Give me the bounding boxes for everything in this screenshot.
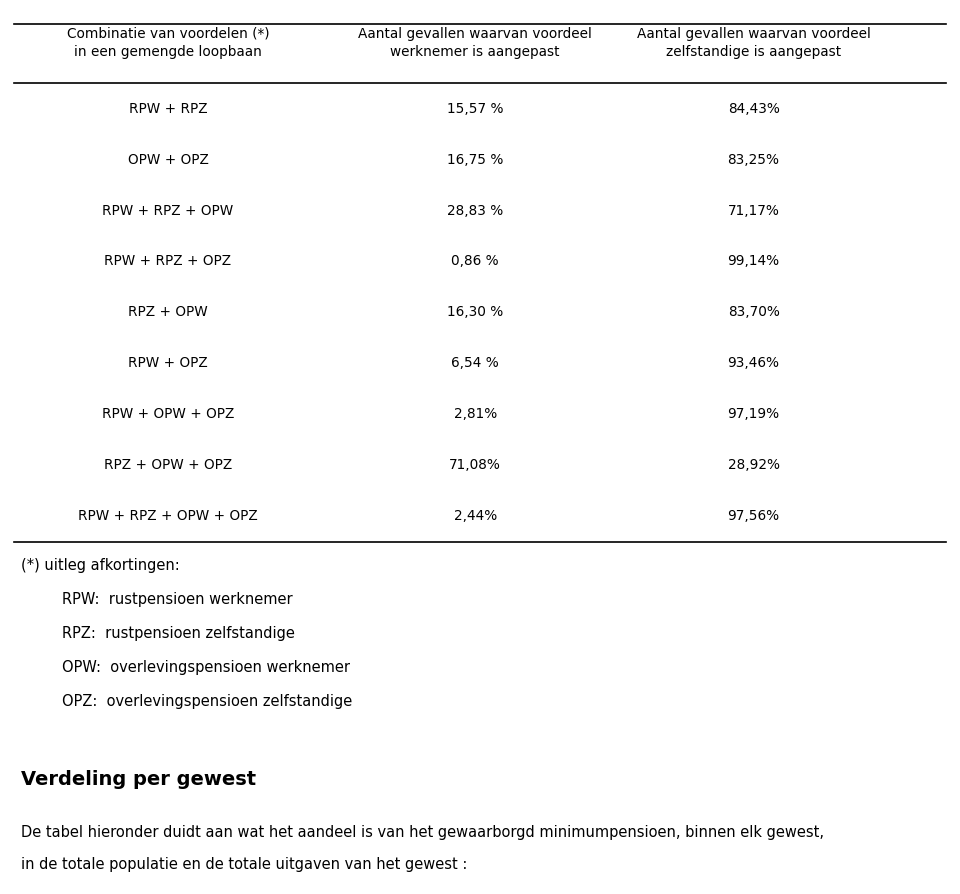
- Text: RPW:  rustpensioen werknemer: RPW: rustpensioen werknemer: [62, 592, 293, 607]
- Text: RPW + RPZ: RPW + RPZ: [129, 102, 207, 115]
- Text: 2,44%: 2,44%: [453, 510, 497, 523]
- Text: 16,75 %: 16,75 %: [447, 153, 503, 166]
- Text: (*) uitleg afkortingen:: (*) uitleg afkortingen:: [21, 558, 180, 573]
- Text: OPW + OPZ: OPW + OPZ: [128, 153, 208, 166]
- Text: RPW + OPW + OPZ: RPW + OPW + OPZ: [102, 408, 234, 421]
- Text: 6,54 %: 6,54 %: [451, 357, 499, 370]
- Text: RPZ + OPW + OPZ: RPZ + OPW + OPZ: [104, 459, 232, 472]
- Text: 83,70%: 83,70%: [728, 306, 780, 319]
- Text: 97,19%: 97,19%: [728, 408, 780, 421]
- Text: OPW:  overlevingspensioen werknemer: OPW: overlevingspensioen werknemer: [62, 660, 350, 675]
- Text: RPZ:  rustpensioen zelfstandige: RPZ: rustpensioen zelfstandige: [62, 626, 296, 641]
- Text: 84,43%: 84,43%: [728, 102, 780, 115]
- Text: Combinatie van voordelen (*)
in een gemengde loopbaan: Combinatie van voordelen (*) in een geme…: [66, 27, 270, 59]
- Text: RPW + RPZ + OPW + OPZ: RPW + RPZ + OPW + OPZ: [78, 510, 258, 523]
- Text: Aantal gevallen waarvan voordeel
zelfstandige is aangepast: Aantal gevallen waarvan voordeel zelfsta…: [636, 27, 871, 59]
- Text: 93,46%: 93,46%: [728, 357, 780, 370]
- Text: 28,92%: 28,92%: [728, 459, 780, 472]
- Text: 99,14%: 99,14%: [728, 255, 780, 268]
- Text: 28,83 %: 28,83 %: [447, 204, 503, 217]
- Text: 97,56%: 97,56%: [728, 510, 780, 523]
- Text: in de totale populatie en de totale uitgaven van het gewest :: in de totale populatie en de totale uitg…: [21, 857, 468, 873]
- Text: Verdeling per gewest: Verdeling per gewest: [21, 770, 256, 789]
- Text: RPW + RPZ + OPW: RPW + RPZ + OPW: [103, 204, 233, 217]
- Text: OPZ:  overlevingspensioen zelfstandige: OPZ: overlevingspensioen zelfstandige: [62, 694, 352, 709]
- Text: 83,25%: 83,25%: [728, 153, 780, 166]
- Text: 16,30 %: 16,30 %: [447, 306, 503, 319]
- Text: 2,81%: 2,81%: [453, 408, 497, 421]
- Text: 15,57 %: 15,57 %: [447, 102, 503, 115]
- Text: RPZ + OPW: RPZ + OPW: [128, 306, 208, 319]
- Text: 71,08%: 71,08%: [449, 459, 501, 472]
- Text: Aantal gevallen waarvan voordeel
werknemer is aangepast: Aantal gevallen waarvan voordeel werknem…: [358, 27, 592, 59]
- Text: 71,17%: 71,17%: [728, 204, 780, 217]
- Text: 0,86 %: 0,86 %: [451, 255, 499, 268]
- Text: De tabel hieronder duidt aan wat het aandeel is van het gewaarborgd minimumpensi: De tabel hieronder duidt aan wat het aan…: [21, 825, 824, 840]
- Text: RPW + OPZ: RPW + OPZ: [128, 357, 208, 370]
- Text: RPW + RPZ + OPZ: RPW + RPZ + OPZ: [105, 255, 231, 268]
